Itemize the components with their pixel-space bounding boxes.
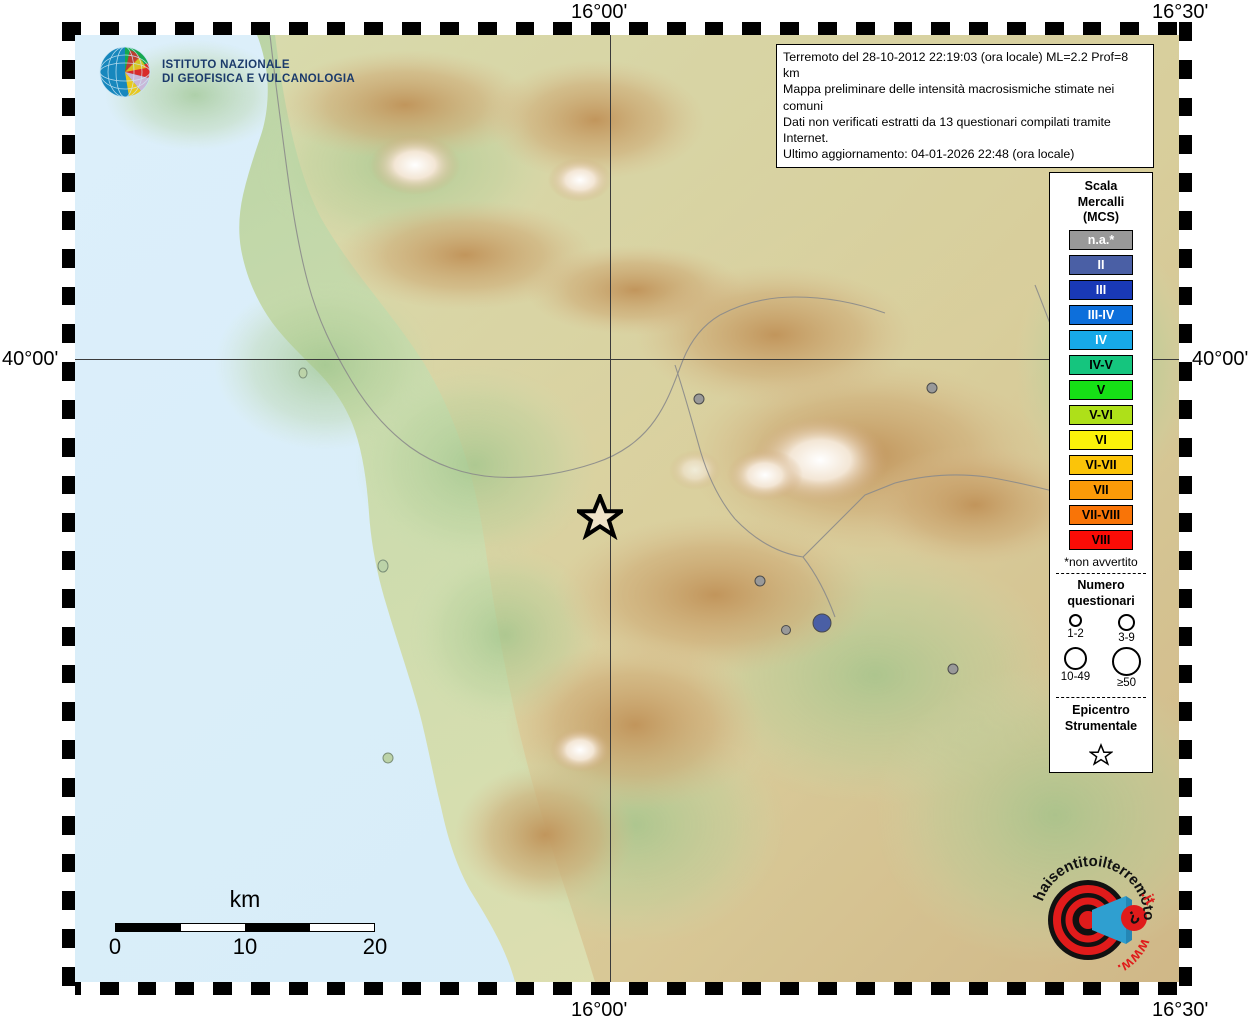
- watermark-logo-icon: ? haisentitoilterremoto www. .it: [1030, 853, 1158, 977]
- map-data-point[interactable]: [947, 663, 959, 675]
- legend-epicenter-star: [1050, 742, 1152, 772]
- map-tickbar-bottom: [62, 982, 1192, 995]
- info-line-event: Terremoto del 28-10-2012 22:19:03 (ora l…: [783, 50, 1129, 81]
- ingv-logo-line2: DI GEOFISICA E VULCANOLOGIA: [162, 73, 355, 85]
- questionnaire-size-label: 1-2: [1067, 627, 1084, 640]
- axis-label-left: 40°00': [2, 348, 59, 370]
- map-data-point[interactable]: [926, 382, 938, 394]
- questionnaire-size-cell: 1-2: [1050, 613, 1101, 647]
- map-tickbar-top: [62, 22, 1192, 35]
- mcs-row-n-a-[interactable]: n.a.*: [1069, 229, 1133, 250]
- info-line-data: Dati non verificati estratti da 13 quest…: [783, 114, 1111, 146]
- questionnaire-size-label: ≥50: [1116, 676, 1137, 689]
- graticule-latitude-40: [75, 359, 1179, 360]
- map-data-point[interactable]: [693, 393, 705, 405]
- scale-bar: km 0 10 20: [109, 886, 387, 960]
- mcs-row-v[interactable]: V: [1069, 379, 1133, 400]
- questionnaire-size-label: 3-9: [1118, 631, 1135, 644]
- epicenter-marker[interactable]: [572, 491, 628, 541]
- epicenter-star-icon: [572, 491, 628, 541]
- questionnaire-size-key: 1-2 3-9 10-49 ≥50: [1050, 613, 1152, 692]
- legend-panel: Scala Mercalli (MCS) n.a.* II III III-IV IV I…: [1049, 172, 1153, 773]
- axis-label-top-right: 16°30': [1152, 1, 1209, 23]
- graticule-longitude-16: [610, 35, 611, 982]
- axis-label-right: 40°00': [1192, 348, 1249, 370]
- legend-title-line3: (MCS): [1082, 210, 1120, 225]
- questionnaire-size-circle: [1118, 613, 1135, 631]
- questionnaire-size-circle: [1112, 646, 1141, 676]
- mcs-row-v-vi[interactable]: V-VI: [1069, 404, 1133, 425]
- scale-track: [115, 923, 375, 932]
- mcs-row-vii[interactable]: VII: [1069, 479, 1133, 500]
- info-line-updated: Ultimo aggiornamento: 04-01-2026 22:48 (…: [783, 147, 1075, 162]
- scale-unit-label: km: [229, 886, 261, 912]
- mcs-row-ii[interactable]: II: [1069, 254, 1133, 275]
- map-tickbar-left: [62, 22, 75, 995]
- ingv-logo-line1: ISTITUTO NAZIONALE: [162, 59, 290, 71]
- questionnaire-size-cell: 3-9: [1101, 613, 1152, 647]
- map-data-point[interactable]: [754, 575, 766, 587]
- legend-title-line2: Mercalli: [1077, 194, 1125, 209]
- ingv-globe-icon: [99, 46, 151, 98]
- mcs-row-vi[interactable]: VI: [1069, 429, 1133, 450]
- scale-tick-labels: 0 10 20: [109, 934, 387, 960]
- legend-title-line1: Scala: [1084, 179, 1118, 193]
- questionnaire-size-circle: [1069, 613, 1082, 627]
- axis-label-bottom-left: 16°00': [571, 999, 628, 1021]
- map-canvas[interactable]: [75, 35, 1179, 982]
- terrain-relief: [75, 35, 1179, 982]
- map-tickbar-right: [1179, 22, 1192, 995]
- questionnaire-title-line1: Numero: [1077, 577, 1125, 592]
- epicenter-title-line2: Strumentale: [1064, 718, 1138, 733]
- mcs-row-viii[interactable]: VIII: [1069, 529, 1133, 550]
- event-info-box: Terremoto del 28-10-2012 22:19:03 (ora l…: [776, 44, 1154, 169]
- legend-divider-2: [1056, 696, 1146, 698]
- epicenter-title-line1: Epicentro: [1072, 702, 1130, 717]
- mcs-row-vii-viii[interactable]: VII-VIII: [1069, 504, 1133, 525]
- mcs-row-iii[interactable]: III: [1069, 279, 1133, 300]
- questionnaire-title-line2: questionari: [1067, 593, 1135, 608]
- mcs-row-vi-vii[interactable]: VI-VII: [1069, 454, 1133, 475]
- axis-label-top-left: 16°00': [571, 1, 628, 23]
- map-data-point[interactable]: [812, 613, 832, 633]
- ingv-logo: ISTITUTO NAZIONALE DI GEOFISICA E VULCAN…: [97, 44, 355, 100]
- haisentitoilterremoto-watermark: ? haisentitoilterremoto www. .it: [1022, 848, 1162, 988]
- scale-tick-0: 0: [108, 934, 122, 959]
- axis-label-bottom-right: 16°30': [1152, 999, 1209, 1021]
- questionnaire-size-label: 10-49: [1060, 670, 1091, 683]
- mcs-row-iv[interactable]: IV: [1069, 329, 1133, 350]
- legend-footnote: *non avvertito: [1064, 554, 1138, 569]
- map-data-point[interactable]: [781, 625, 791, 635]
- questionnaire-size-cell: ≥50: [1101, 646, 1152, 692]
- questionnaire-size-circle: [1064, 646, 1087, 670]
- info-line-map: Mappa preliminare delle intensità macros…: [783, 82, 1115, 113]
- mcs-row-iv-v[interactable]: IV-V: [1069, 354, 1133, 375]
- star-icon: [1088, 742, 1114, 766]
- mcs-scale-list: n.a.* II III III-IV IV IV-V V V-VI VI VI-VII VII VI…: [1050, 229, 1152, 550]
- questionnaire-size-cell: 10-49: [1050, 646, 1101, 692]
- mcs-row-iii-iv[interactable]: III-IV: [1069, 304, 1133, 325]
- scale-tick-10: 10: [232, 934, 258, 959]
- legend-divider-1: [1056, 572, 1146, 574]
- scale-tick-20: 20: [362, 934, 388, 959]
